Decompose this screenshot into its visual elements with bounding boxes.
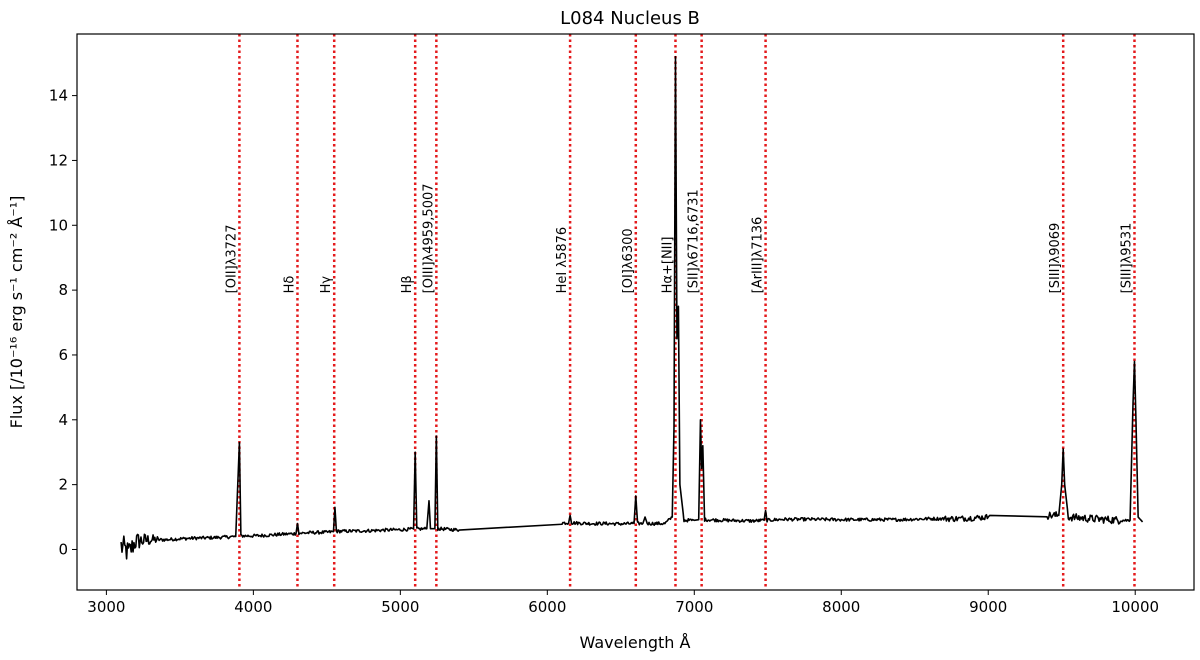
x-tick-label-6: 9000 bbox=[969, 598, 1007, 616]
emission-label-1: Hδ bbox=[282, 276, 297, 294]
y-tick-label-3: 6 bbox=[58, 346, 68, 364]
y-tick-label-7: 14 bbox=[49, 87, 68, 105]
y-axis-label: Flux [/10⁻¹⁶ erg s⁻¹ cm⁻² Å⁻¹] bbox=[7, 196, 26, 429]
emission-label-10: [SIII]λ9069 bbox=[1048, 223, 1063, 294]
x-tick-label-5: 8000 bbox=[822, 598, 860, 616]
emission-label-4: [OIII]λ4959,5007 bbox=[421, 183, 436, 293]
plot-frame bbox=[76, 33, 1195, 591]
y-tick-label-6: 12 bbox=[49, 151, 68, 169]
x-tick-label-3: 6000 bbox=[528, 598, 566, 616]
emission-label-5: HeI λ5876 bbox=[555, 227, 570, 294]
chart-title: L084 Nucleus B bbox=[560, 8, 700, 29]
y-tick-label-4: 8 bbox=[58, 281, 68, 299]
spectrum-line-0 bbox=[120, 55, 1144, 560]
x-tick-label-7: 10000 bbox=[1111, 598, 1159, 616]
y-tick-label-5: 10 bbox=[49, 216, 68, 234]
y-tick-label-2: 4 bbox=[58, 411, 68, 429]
x-tick-label-1: 4000 bbox=[234, 598, 272, 616]
emission-label-6: [OI]λ6300 bbox=[621, 228, 636, 293]
emission-label-7: Hα+[NII] bbox=[660, 237, 675, 294]
x-axis-ticks: 3000 4000 5000 6000 7000 8000 9000 10000 bbox=[87, 590, 1159, 616]
emission-label-2: Hγ bbox=[319, 276, 334, 294]
emission-line-markers: [OII]λ3727 Hδ Hγ Hβ [OIII]λ4959,5007 HeI λ587… bbox=[224, 34, 1136, 590]
emission-label-3: Hβ bbox=[400, 275, 415, 293]
x-tick-label-0: 3000 bbox=[87, 598, 125, 616]
emission-label-8: [SII]λ6716,6731 bbox=[687, 189, 702, 293]
y-tick-label-0: 0 bbox=[58, 540, 68, 558]
y-axis-ticks: 0 2 4 6 8 10 12 14 bbox=[49, 87, 77, 558]
x-axis-label: Wavelength Å bbox=[580, 633, 691, 652]
spectrum-series bbox=[120, 55, 1144, 560]
x-tick-label-4: 7000 bbox=[675, 598, 713, 616]
emission-label-0: [OII]λ3727 bbox=[224, 225, 239, 294]
y-tick-label-1: 2 bbox=[58, 476, 68, 494]
emission-label-9: [ArIII]λ7136 bbox=[751, 217, 766, 294]
x-tick-label-2: 5000 bbox=[381, 598, 419, 616]
emission-label-11: [SIII]λ9531 bbox=[1119, 223, 1134, 294]
